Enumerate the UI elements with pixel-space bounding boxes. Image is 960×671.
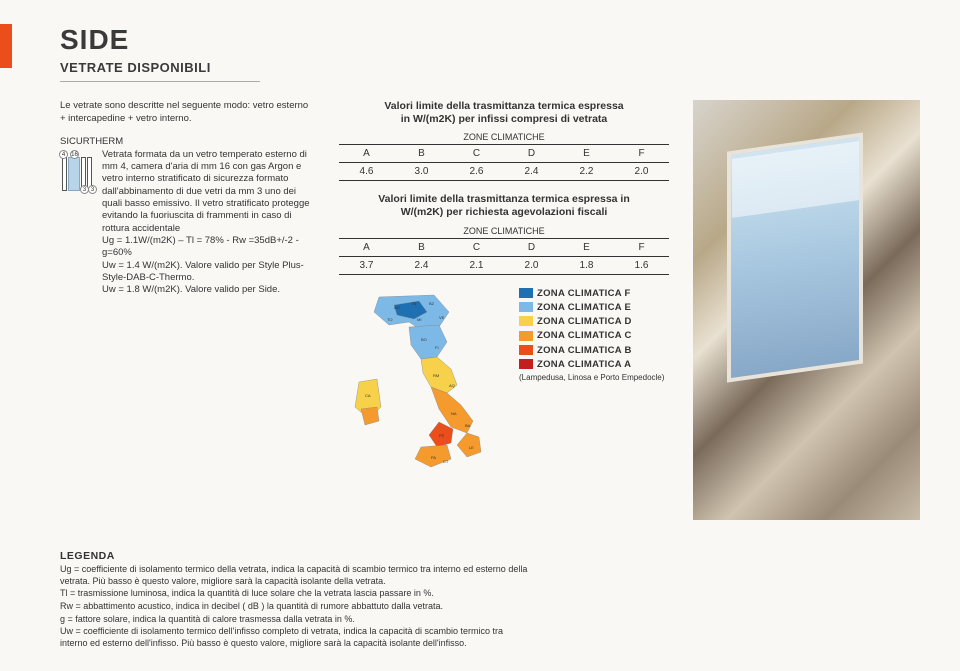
zone-label: ZONA CLIMATICA C	[537, 330, 632, 341]
legenda-item: Rw = abbattimento acustico, indica in de…	[60, 601, 530, 613]
limits-table-1: A B C D E F 4.6 3.0 2.6 2.4 2.2 2.0	[339, 144, 669, 181]
zone-swatch	[519, 331, 533, 341]
svg-text:TO: TO	[387, 317, 392, 322]
legenda-item: g = fattore solare, indica la quantità d…	[60, 614, 530, 626]
glazing-diagram: 4 16 3 3	[60, 151, 96, 193]
svg-text:NA: NA	[451, 411, 457, 416]
zone-caption-1: ZONE CLIMATICHE	[339, 132, 669, 144]
zone-legend: ZONA CLIMATICA F ZONA CLIMATICA E ZONA CLI…	[519, 287, 664, 477]
limits-table-2: A B C D E F 3.7 2.4 2.1 2.0 1.8 1.6	[339, 238, 669, 275]
zone-label: ZONA CLIMATICA E	[537, 302, 631, 313]
zone-swatch	[519, 302, 533, 312]
zone-swatch	[519, 316, 533, 326]
svg-text:VE: VE	[439, 315, 445, 320]
svg-text:TN: TN	[411, 301, 416, 306]
dim-inner2: 3	[88, 185, 97, 194]
zone-label: ZONA CLIMATICA B	[537, 345, 632, 356]
svg-text:AQ: AQ	[449, 383, 455, 388]
intro-text: Le vetrate sono descritte nel seguente m…	[60, 100, 315, 126]
italy-map: AO TN BZ TO MI VE BO FI RM AQ NA BA LE PZ PA CT C…	[339, 287, 509, 477]
legenda-block: LEGENDA Ug = coefficiente di isolamento …	[60, 550, 530, 650]
accent-bar	[0, 24, 12, 68]
zone-caption-2: ZONE CLIMATICHE	[339, 226, 669, 238]
svg-text:RM: RM	[433, 373, 439, 378]
svg-text:PZ: PZ	[439, 433, 445, 438]
zone-swatch	[519, 359, 533, 369]
dim-outer: 4	[59, 150, 68, 159]
zone-label: ZONA CLIMATICA F	[537, 288, 631, 299]
spec-line-1: Uw = 1.4 W/(m2K). Valore valido per Styl…	[102, 260, 304, 283]
spec-line-2: Uw = 1.8 W/(m2K). Valore valido per Side…	[102, 284, 280, 295]
svg-text:CA: CA	[365, 393, 371, 398]
product-photo	[693, 100, 920, 520]
page-title: SIDE	[60, 24, 920, 56]
svg-text:AO: AO	[394, 305, 400, 310]
product-name: SICURTHERM	[60, 136, 315, 147]
svg-text:BZ: BZ	[429, 301, 435, 306]
legenda-item: Uw = coefficiente di isolamento termico …	[60, 626, 530, 649]
svg-text:LE: LE	[469, 445, 474, 450]
svg-text:FI: FI	[435, 345, 439, 350]
zone-label: ZONA CLIMATICA D	[537, 316, 632, 327]
legenda-item: Tl = trasmissione luminosa, indica la qu…	[60, 588, 530, 600]
zone-swatch	[519, 345, 533, 355]
svg-text:PA: PA	[431, 455, 436, 460]
legenda-item: Ug = coefficiente di isolamento termico …	[60, 564, 530, 587]
zone-label: ZONA CLIMATICA A	[537, 359, 631, 370]
table2-title: Valori limite della trasmittanza termica…	[339, 193, 669, 219]
table1-title: Valori limite della trasmittanza termica…	[339, 100, 669, 126]
legenda-heading: LEGENDA	[60, 550, 530, 562]
svg-text:BO: BO	[421, 337, 427, 342]
zone-swatch	[519, 288, 533, 298]
glazing-description: Vetrata formata da un vetro temperato es…	[102, 149, 310, 234]
svg-text:BA: BA	[465, 423, 471, 428]
dim-gap: 16	[70, 150, 79, 159]
svg-text:CT: CT	[443, 459, 449, 464]
svg-text:MI: MI	[417, 317, 421, 322]
spec-line-0: Ug = 1.1W/(m2K) – Tl = 78% - Rw =35dB+/-…	[102, 235, 299, 258]
page-subtitle: VETRATE DISPONIBILI	[60, 60, 260, 82]
zone-note: (Lampedusa, Linosa e Porto Empedocle)	[519, 373, 664, 382]
